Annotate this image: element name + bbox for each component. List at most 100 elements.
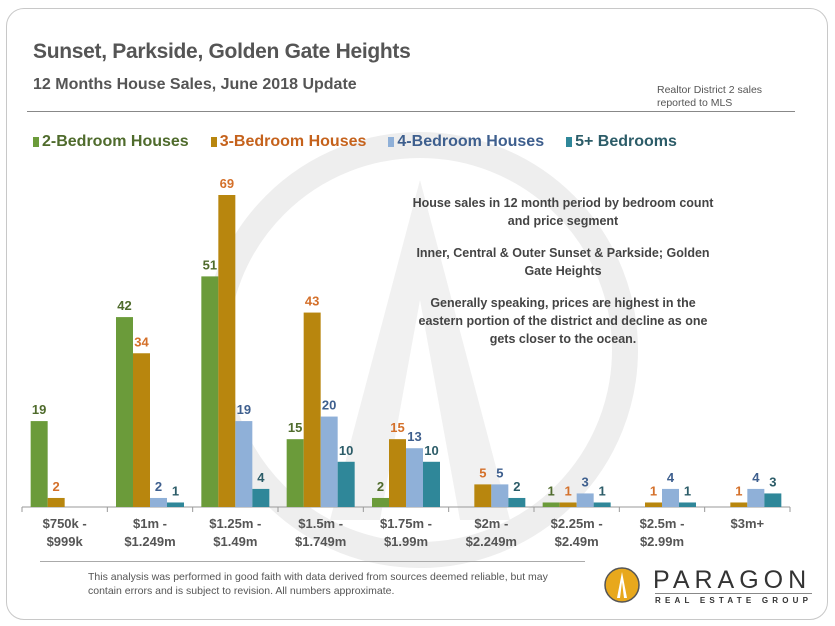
annotation-p3: Generally speaking, prices are highest i… [418, 296, 708, 346]
brand-name: PARAGON [653, 566, 812, 594]
bar-5-bedrooms [423, 461, 440, 507]
source-note-line2: reported to MLS [657, 97, 733, 109]
data-label: 1 [548, 483, 555, 498]
bar-5-bedrooms [167, 502, 184, 507]
legend-swatch [210, 137, 217, 147]
data-label: 1 [599, 483, 606, 498]
data-label: 69 [220, 176, 234, 191]
bar-5-bedrooms [764, 493, 782, 507]
data-label: 10 [339, 443, 353, 458]
chart-subtitle: 12 Months House Sales, June 2018 Update [33, 76, 357, 93]
legend-label: 4-Bedroom Houses [397, 133, 545, 150]
data-label: 1 [735, 483, 742, 498]
x-tick-label: $2m - [474, 516, 508, 531]
bar-4-bedroom-houses [576, 493, 594, 507]
bar-4-bedroom-houses [235, 421, 253, 507]
bar-2-bedroom-houses [372, 497, 389, 507]
bar-3-bedroom-houses [645, 502, 662, 507]
data-label: 5 [496, 465, 503, 480]
bar-2-bedroom-houses [30, 421, 48, 507]
bar-5-bedrooms [337, 461, 355, 507]
data-label: 3 [769, 474, 776, 489]
x-tick-label: $2.5m - [640, 516, 685, 531]
x-tick-label: $1.49m [213, 534, 257, 549]
data-label: 51 [203, 257, 217, 272]
x-tick-label: $2.25m - [551, 516, 603, 531]
bar-5-bedrooms [593, 502, 611, 507]
bar-4-bedroom-houses [320, 416, 338, 507]
x-tick-label: $2.49m [555, 534, 599, 549]
data-label: 20 [322, 398, 336, 413]
x-tick-label: $1.5m - [298, 516, 343, 531]
bar-3-bedroom-houses [47, 497, 65, 507]
data-label: 3 [582, 474, 589, 489]
disclaimer: This analysis was performed in good fait… [88, 571, 548, 597]
data-label: 2 [155, 479, 162, 494]
legend-item-3br: 3-Bedroom Houses [210, 133, 367, 151]
x-tick-label: $750k - [43, 516, 87, 531]
bar-3-bedroom-houses [730, 502, 748, 507]
legend-label: 2-Bedroom Houses [42, 133, 189, 150]
card-frame [6, 8, 828, 620]
x-tick-label: $1.749m [295, 534, 346, 549]
data-label: 2 [53, 479, 60, 494]
data-label: 19 [32, 402, 46, 417]
chart-title: Sunset, Parkside, Golden Gate Heights [33, 40, 411, 63]
brand-tagline: REAL ESTATE GROUP [655, 593, 813, 605]
bar-3-bedroom-houses [303, 312, 321, 507]
footer-divider [40, 561, 585, 562]
bar-2-bedroom-houses [286, 439, 304, 507]
bar-3-bedroom-houses [474, 484, 492, 507]
legend: 2-Bedroom Houses 3-Bedroom Houses 4-Bedr… [33, 133, 693, 151]
header-divider [27, 111, 795, 112]
x-tick-label: $2.99m [640, 534, 684, 549]
legend-swatch [566, 137, 573, 147]
x-tick-label: $1.249m [124, 534, 175, 549]
legend-swatch [33, 137, 39, 147]
data-label: 1 [172, 483, 179, 498]
data-label: 19 [237, 402, 251, 417]
source-note-line1: Realtor District 2 sales [657, 84, 763, 96]
data-label: 4 [667, 470, 675, 485]
data-label: 34 [134, 334, 149, 349]
bar-3-bedroom-houses [133, 353, 150, 507]
data-label: 1 [650, 483, 657, 498]
source-note: Realtor District 2 sales reported to MLS [657, 84, 762, 110]
x-tick-label: $1.99m [384, 534, 428, 549]
bar-4-bedroom-houses [150, 497, 167, 507]
data-label: 5 [479, 465, 486, 480]
legend-item-5br: 5+ Bedrooms [566, 133, 677, 151]
legend-item-4br: 4-Bedroom Houses [388, 133, 544, 151]
bar-3-bedroom-houses [218, 195, 236, 507]
bar-5-bedrooms [679, 502, 696, 507]
x-tick-label: $3m+ [731, 516, 765, 531]
annotation-p2: Inner, Central & Outer Sunset & Parkside… [416, 246, 710, 278]
data-label: 42 [117, 298, 131, 313]
bar-2-bedroom-houses [201, 276, 219, 507]
data-label: 13 [407, 429, 421, 444]
data-label: 15 [390, 420, 404, 435]
data-label: 10 [424, 443, 438, 458]
legend-swatch [388, 137, 395, 147]
x-tick-label: $1.75m - [380, 516, 432, 531]
legend-label: 3-Bedroom Houses [219, 133, 367, 150]
annotation-p1: House sales in 12 month period by bedroo… [412, 196, 714, 228]
bar-4-bedroom-houses [406, 448, 423, 507]
bar-2-bedroom-houses [116, 317, 133, 507]
bar-2-bedroom-houses [542, 502, 560, 507]
data-label: 1 [684, 483, 691, 498]
bar-4-bedroom-houses [747, 488, 765, 507]
data-label: 2 [513, 479, 520, 494]
bar-3-bedroom-houses [559, 502, 577, 507]
bar-3-bedroom-houses [389, 439, 406, 507]
data-label: 4 [257, 470, 265, 485]
paragon-logo-icon [604, 567, 640, 603]
bar-5-bedrooms [252, 488, 270, 507]
x-tick-label: $999k [47, 534, 84, 549]
bar-4-bedroom-houses [491, 484, 509, 507]
data-label: 4 [752, 470, 760, 485]
x-tick-label: $2.249m [466, 534, 517, 549]
annotation-text: House sales in 12 month period by bedroo… [410, 194, 716, 362]
